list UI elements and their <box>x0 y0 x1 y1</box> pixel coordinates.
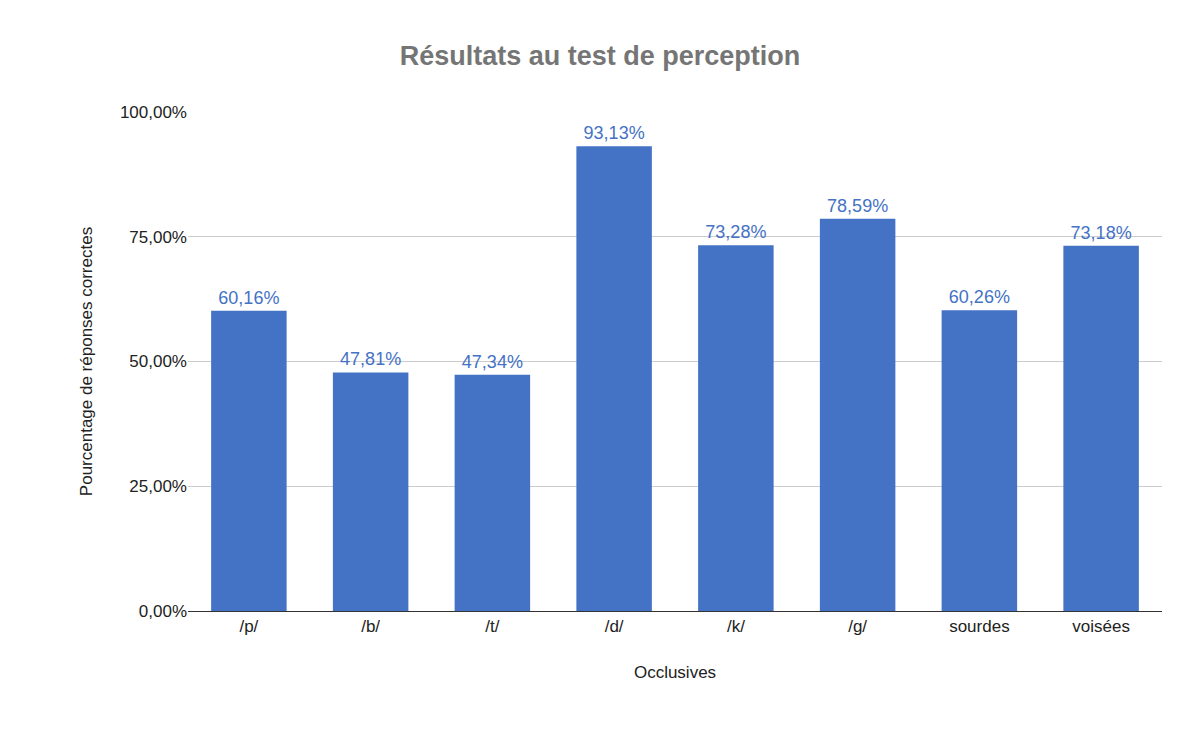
svg-text:0,00%: 0,00% <box>139 602 187 621</box>
svg-text:voisées: voisées <box>1072 617 1130 636</box>
svg-text:50,00%: 50,00% <box>129 352 187 371</box>
svg-text:/g/: /g/ <box>848 617 867 636</box>
svg-text:47,81%: 47,81% <box>340 349 401 369</box>
svg-text:/p/: /p/ <box>239 617 258 636</box>
svg-text:100,00%: 100,00% <box>120 103 187 122</box>
svg-text:60,16%: 60,16% <box>218 288 279 308</box>
svg-text:Résultats au test de perceptio: Résultats au test de perception <box>400 41 801 71</box>
svg-text:/b/: /b/ <box>361 617 380 636</box>
svg-text:Pourcentage de réponses correc: Pourcentage de réponses correctes <box>77 227 96 496</box>
svg-text:60,26%: 60,26% <box>949 287 1010 307</box>
svg-text:93,13%: 93,13% <box>584 123 645 143</box>
svg-text:75,00%: 75,00% <box>129 228 187 247</box>
svg-text:73,18%: 73,18% <box>1071 223 1132 243</box>
svg-text:73,28%: 73,28% <box>705 222 766 242</box>
svg-text:Occlusives: Occlusives <box>634 663 716 682</box>
svg-text:sourdes: sourdes <box>949 617 1009 636</box>
svg-text:/k/: /k/ <box>727 617 745 636</box>
svg-text:/d/: /d/ <box>605 617 624 636</box>
svg-text:78,59%: 78,59% <box>827 196 888 216</box>
svg-text:/t/: /t/ <box>485 617 499 636</box>
svg-text:25,00%: 25,00% <box>129 477 187 496</box>
svg-text:47,34%: 47,34% <box>462 352 523 372</box>
